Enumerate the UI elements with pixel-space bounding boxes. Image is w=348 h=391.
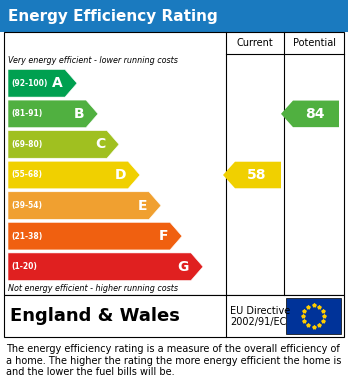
Polygon shape bbox=[8, 70, 77, 97]
Polygon shape bbox=[8, 100, 98, 127]
Text: 58: 58 bbox=[247, 168, 267, 182]
Bar bbox=[4, 295, 344, 337]
Text: E: E bbox=[137, 199, 147, 213]
Text: (55-68): (55-68) bbox=[11, 170, 42, 179]
Text: A: A bbox=[52, 76, 63, 90]
Text: D: D bbox=[114, 168, 126, 182]
Text: England & Wales: England & Wales bbox=[10, 307, 180, 325]
Text: C: C bbox=[95, 137, 105, 151]
Bar bbox=[4, 32, 344, 295]
Bar bbox=[286, 298, 341, 334]
Text: 2002/91/EC: 2002/91/EC bbox=[230, 317, 286, 327]
Text: G: G bbox=[177, 260, 189, 274]
Text: Current: Current bbox=[237, 38, 274, 48]
Bar bbox=[0, 0, 348, 32]
Polygon shape bbox=[8, 192, 161, 219]
Text: Very energy efficient - lower running costs: Very energy efficient - lower running co… bbox=[8, 56, 178, 65]
Polygon shape bbox=[223, 162, 281, 188]
Text: (1-20): (1-20) bbox=[11, 262, 37, 271]
Text: B: B bbox=[73, 107, 84, 121]
Polygon shape bbox=[8, 161, 140, 189]
Text: F: F bbox=[158, 229, 168, 243]
Text: Potential: Potential bbox=[293, 38, 335, 48]
Text: (69-80): (69-80) bbox=[11, 140, 42, 149]
Text: (81-91): (81-91) bbox=[11, 109, 42, 118]
Text: (21-38): (21-38) bbox=[11, 231, 42, 240]
Text: (92-100): (92-100) bbox=[11, 79, 47, 88]
Polygon shape bbox=[8, 131, 119, 158]
Polygon shape bbox=[8, 222, 182, 250]
Polygon shape bbox=[281, 100, 339, 127]
Text: 84: 84 bbox=[305, 107, 325, 121]
Text: The energy efficiency rating is a measure of the overall efficiency of a home. T: The energy efficiency rating is a measur… bbox=[6, 344, 341, 377]
Text: Energy Efficiency Rating: Energy Efficiency Rating bbox=[8, 9, 218, 23]
Text: (39-54): (39-54) bbox=[11, 201, 42, 210]
Polygon shape bbox=[8, 253, 203, 280]
Text: Not energy efficient - higher running costs: Not energy efficient - higher running co… bbox=[8, 284, 178, 293]
Text: EU Directive: EU Directive bbox=[230, 306, 290, 316]
